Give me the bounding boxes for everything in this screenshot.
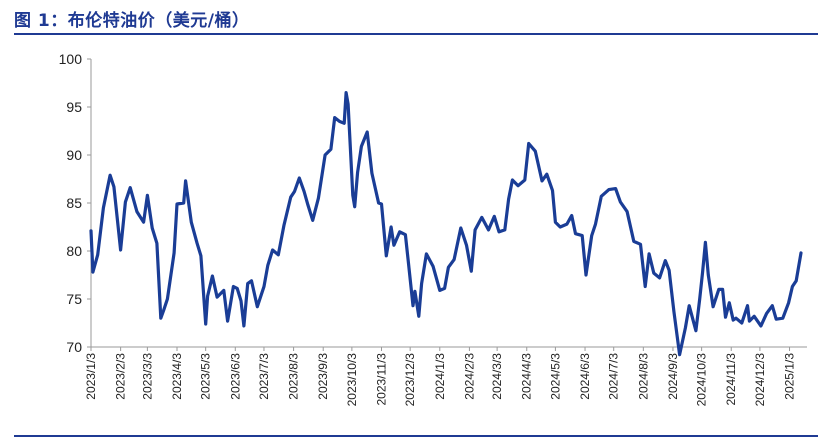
y-tick-label: 95 <box>66 99 82 115</box>
x-tick-label: 2024/6/3 <box>578 353 592 400</box>
x-tick-label: 2023/9/3 <box>316 353 330 400</box>
chart-title: 图 1：布伦特油价（美元/桶） <box>14 10 250 31</box>
x-tick-label: 2024/12/3 <box>753 353 767 407</box>
x-tick-label: 2023/5/3 <box>199 353 213 400</box>
x-tick-label: 2024/5/3 <box>548 353 562 400</box>
x-tick-label: 2023/4/3 <box>170 353 184 400</box>
x-tick-label: 2023/8/3 <box>287 353 301 400</box>
x-tick-label: 2023/1/3 <box>84 353 98 400</box>
bottom-rule <box>14 435 818 437</box>
x-tick-label: 2023/2/3 <box>114 353 128 400</box>
x-tick-label: 2024/10/3 <box>695 353 709 407</box>
x-tick-label: 2023/3/3 <box>140 353 154 400</box>
x-tick-label: 2024/11/3 <box>724 353 738 406</box>
x-tick-label: 2023/7/3 <box>257 353 271 400</box>
x-axis: 2023/1/3 2023/2/3 2023/3/3 2023/4/3 2023/5/3… <box>84 346 807 407</box>
title-underline <box>14 33 818 35</box>
x-tick-label: 2023/12/3 <box>403 353 417 407</box>
y-axis: 70 75 80 85 90 95 100 <box>59 51 92 355</box>
x-tick-label: 2024/3/3 <box>490 353 504 400</box>
y-tick-label: 85 <box>66 195 82 211</box>
x-tick-label: 2024/2/3 <box>462 353 476 400</box>
x-tick-label: 2023/11/3 <box>374 353 388 406</box>
chart-title-row: 图 1：布伦特油价（美元/桶） <box>14 4 249 32</box>
x-tick-label: 2025/1/3 <box>783 353 797 400</box>
x-tick-label: 2023/6/3 <box>228 353 242 400</box>
y-tick-label: 100 <box>59 51 83 67</box>
x-tick-label: 2023/10/3 <box>345 353 359 407</box>
y-tick-label: 70 <box>66 339 82 355</box>
y-tick-label: 75 <box>66 291 82 307</box>
x-tick-label: 2024/8/3 <box>636 353 650 400</box>
x-tick-label: 2024/1/3 <box>433 353 447 400</box>
series-layer <box>89 90 803 357</box>
y-tick-label: 90 <box>66 147 82 163</box>
x-tick-label: 2024/7/3 <box>607 353 621 400</box>
x-tick-label: 2024/9/3 <box>666 353 680 400</box>
brent-price-line <box>89 90 803 357</box>
y-tick-label: 80 <box>66 243 82 259</box>
x-tick-label: 2024/4/3 <box>520 353 534 400</box>
